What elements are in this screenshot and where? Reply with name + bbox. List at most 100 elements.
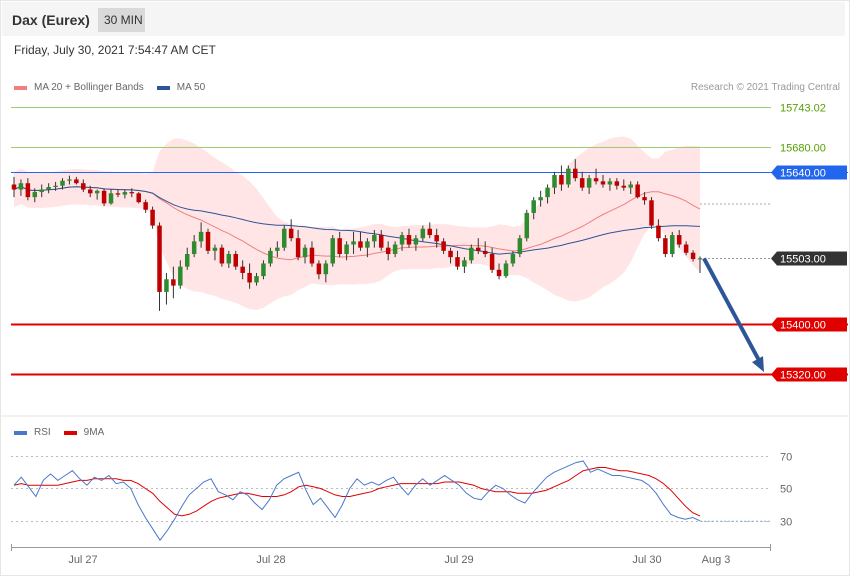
time-tick-label: Aug 3: [702, 554, 731, 566]
chart-datetime: Friday, July 30, 2021 7:54:47 AM CET: [14, 43, 216, 57]
candle: [621, 179, 627, 191]
time-tick-label: Jul 28: [256, 554, 285, 566]
candle: [607, 178, 613, 191]
candle-body: [434, 235, 439, 242]
candle: [489, 247, 495, 273]
candle-body: [302, 247, 308, 258]
level-value-2: 15640.00: [780, 168, 826, 180]
candle-body: [607, 181, 613, 185]
candle-body: [482, 250, 488, 254]
candle-body: [489, 254, 495, 270]
candle: [420, 225, 426, 242]
legend-label-rsi-9ma: 9MA: [83, 427, 105, 438]
candle: [593, 168, 599, 185]
candle: [32, 188, 38, 203]
candle-body: [275, 247, 280, 251]
candle-body: [683, 244, 689, 253]
candle-body: [164, 279, 169, 292]
candle-body: [469, 247, 474, 261]
level-labels: 15743.02 15680.00 15640.00 15503.00 15400.00…: [771, 103, 847, 382]
candle: [683, 241, 689, 256]
candle: [11, 176, 17, 198]
candle: [60, 178, 65, 190]
level-label-1: 15680.00: [780, 143, 826, 155]
candle-body: [559, 175, 564, 185]
rsi-9ma-line: [13, 467, 701, 517]
candle: [143, 199, 148, 213]
price-levels: [11, 107, 848, 376]
candle: [600, 175, 606, 188]
candle: [434, 228, 439, 248]
candle: [198, 222, 204, 248]
level-label-2: 15640.00: [771, 165, 847, 180]
level-value-1: 15680.00: [780, 143, 826, 155]
candle: [642, 192, 647, 205]
forecast-arrow: [702, 257, 764, 373]
candle: [275, 241, 280, 258]
candle: [670, 231, 675, 258]
candle: [288, 219, 294, 242]
candle-body: [46, 187, 51, 190]
candle-body: [614, 181, 620, 186]
candle: [115, 189, 121, 198]
candle: [545, 184, 550, 204]
candle-body: [538, 197, 543, 201]
level-value-3: 15503.00: [780, 254, 826, 266]
candle: [261, 260, 266, 280]
candle: [628, 181, 633, 194]
candle-body: [656, 225, 661, 239]
candle: [94, 189, 100, 200]
candle: [53, 181, 58, 191]
candle-body: [323, 263, 329, 275]
level-value-0: 15743.02: [780, 103, 826, 115]
candle-body: [385, 247, 391, 254]
candle: [697, 256, 703, 273]
candle-body: [39, 189, 44, 193]
candle-body: [281, 228, 287, 248]
candle: [337, 231, 342, 258]
candle: [184, 247, 190, 270]
candle-body: [365, 241, 370, 248]
candle-body: [18, 183, 24, 190]
candle-body: [358, 241, 363, 248]
candle: [254, 272, 259, 286]
candle-body: [697, 258, 703, 260]
instrument-title: Dax (Eurex): [12, 12, 90, 28]
candle-body: [157, 225, 162, 292]
interval-selector[interactable]: 30 MIN: [98, 8, 145, 32]
level-label-4: 15400.00: [771, 317, 847, 332]
level-label-5: 15320.00: [771, 367, 847, 382]
candle: [316, 260, 322, 280]
ma20-bollinger-swatch: [14, 85, 27, 90]
candle-body: [524, 212, 530, 239]
time-tick-label: Jul 30: [632, 554, 661, 566]
candle-body: [531, 200, 536, 213]
candle: [81, 179, 86, 193]
candle-body: [579, 178, 585, 188]
candle: [212, 244, 218, 261]
legend-label-ma50: MA 50: [176, 82, 206, 93]
candle: [122, 189, 128, 199]
candle-body: [427, 228, 433, 236]
candle-body: [309, 247, 315, 264]
candle: [538, 190, 543, 207]
candle: [455, 250, 460, 270]
candle-body: [462, 260, 467, 267]
candle-body: [212, 247, 218, 251]
candle: [559, 165, 564, 191]
moving-average-lines: [13, 185, 701, 261]
candle: [108, 189, 114, 205]
candle: [178, 260, 183, 289]
candle: [656, 219, 661, 242]
candle: [219, 244, 225, 267]
candle-body: [600, 181, 606, 185]
candle-body: [191, 241, 197, 254]
candle-body: [545, 187, 550, 198]
candle-body: [399, 235, 405, 245]
rsi-tick-label: 50: [780, 484, 792, 496]
candle: [25, 178, 31, 201]
candle-body: [94, 190, 100, 194]
candle-body: [448, 250, 453, 258]
candle-body: [254, 276, 259, 283]
candle: [476, 238, 481, 254]
